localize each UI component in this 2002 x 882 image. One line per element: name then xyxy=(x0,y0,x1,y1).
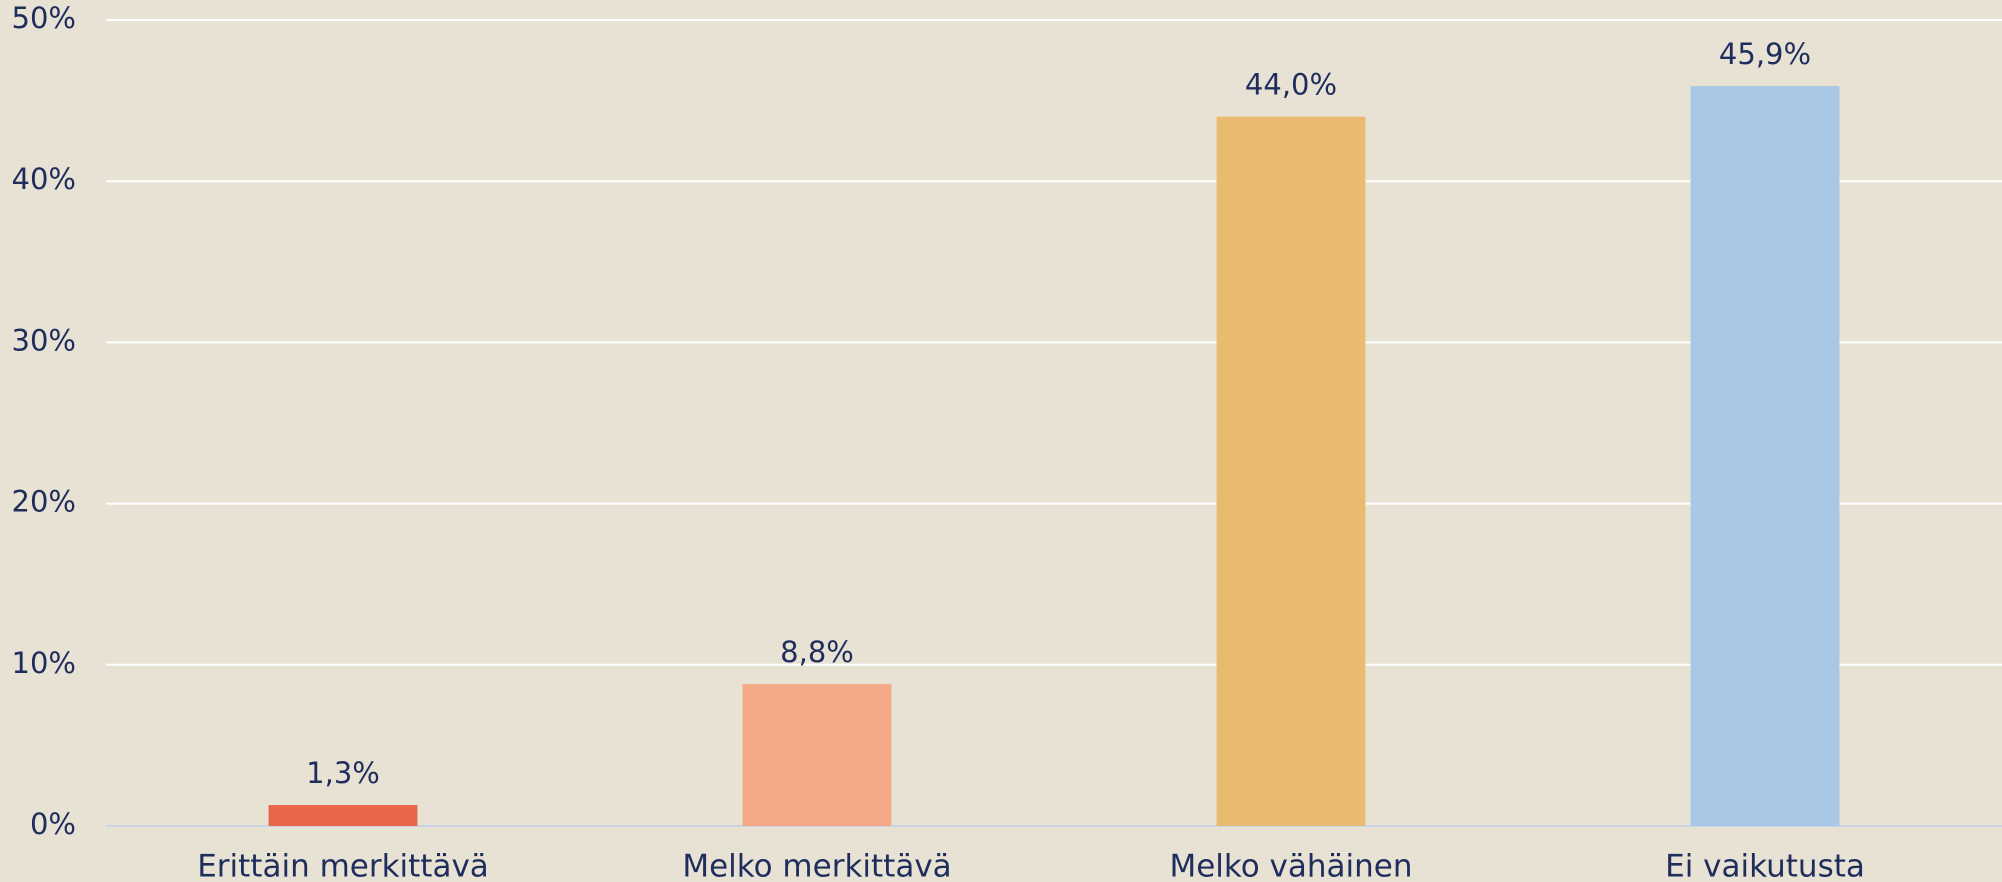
y-tick-label: 50% xyxy=(12,1,76,35)
x-tick-label: Erittäin merkittävä xyxy=(197,849,489,882)
x-tick-label: Ei vaikutusta xyxy=(1665,849,1865,882)
y-tick-label: 10% xyxy=(12,646,76,680)
y-tick-label: 30% xyxy=(12,323,76,357)
y-tick-label: 0% xyxy=(30,807,76,841)
y-tick-label: 20% xyxy=(12,485,76,519)
bar xyxy=(1690,86,1840,827)
bar xyxy=(1216,116,1366,827)
x-tick-label: Melko merkittävä xyxy=(682,849,951,882)
bar xyxy=(268,805,418,826)
x-tick-label: Melko vähäinen xyxy=(1169,849,1412,882)
data-label: 8,8% xyxy=(780,635,854,669)
data-label: 44,0% xyxy=(1245,68,1337,102)
y-tick-label: 40% xyxy=(12,162,76,196)
data-label: 45,9% xyxy=(1719,37,1811,71)
data-label: 1,3% xyxy=(306,756,380,790)
bar xyxy=(742,684,892,826)
